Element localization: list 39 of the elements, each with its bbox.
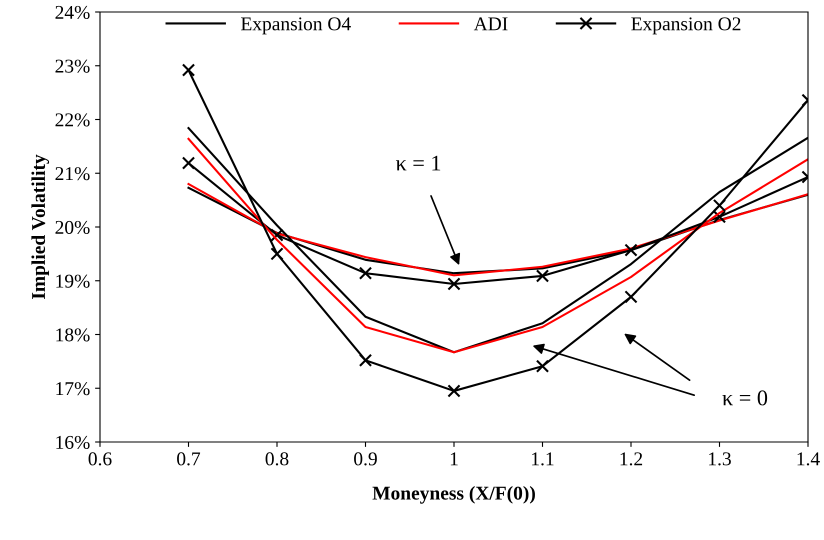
y-tick-label: 16% [56, 436, 90, 449]
point [447, 277, 461, 291]
point [182, 156, 196, 170]
point [358, 266, 372, 280]
point [536, 360, 550, 373]
point [624, 290, 638, 304]
point [536, 269, 550, 283]
point [270, 247, 284, 260]
y-tick-label: 23% [55, 60, 90, 73]
x-tick-label: 1.1 [532, 452, 554, 466]
y-tick-label: 22% [55, 113, 90, 126]
y-tick-label: 18% [56, 328, 90, 342]
legend-label: ADI [474, 17, 508, 30]
x-axis-title: Moneyness (X/F(0)) [372, 486, 535, 504]
point [270, 228, 284, 242]
point [358, 354, 372, 367]
x-tick-label: 0.7 [177, 452, 200, 466]
x-tick-label: 0.8 [266, 452, 288, 466]
y-tick-label: 17% [56, 382, 90, 396]
x-tick-label: 0.6 [88, 452, 112, 466]
annotation: κ = 1 [396, 156, 440, 170]
point [624, 244, 638, 257]
y-tick-label: 19% [56, 274, 90, 288]
legend-label: Expansion O2 [631, 17, 740, 34]
point [712, 198, 726, 212]
y-tick-label: 21% [55, 167, 90, 180]
point [447, 384, 461, 398]
y-tick-label: 20% [55, 220, 90, 234]
x-tick-label: 1 [450, 452, 458, 466]
point [182, 63, 196, 77]
y-axis-title: Implied Volatility [31, 154, 50, 300]
point [712, 210, 726, 224]
legend-label: Expansion O4 [241, 17, 351, 34]
x-tick-label: 1.3 [709, 452, 731, 466]
x-tick-label: 1.2 [620, 452, 642, 466]
x-tick-label: 1.4 [798, 452, 820, 466]
annotation: κ = 0 [722, 390, 768, 406]
x-tick-label: 0.9 [354, 452, 377, 466]
y-tick-label: 24% [55, 6, 90, 19]
